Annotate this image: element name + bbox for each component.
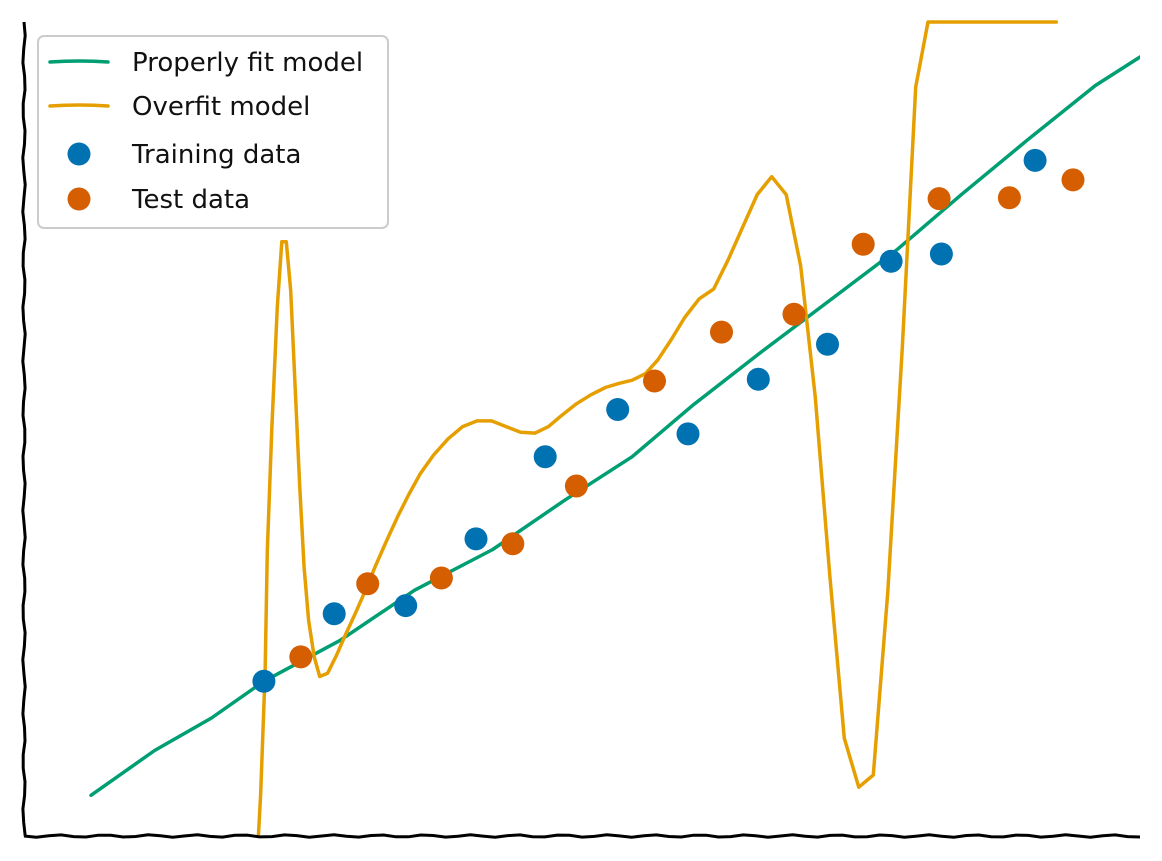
point-training-data <box>816 332 839 356</box>
point-test-data <box>927 187 951 211</box>
axes <box>21 21 1141 839</box>
y-axis-line <box>21 21 27 837</box>
point-test-data <box>1061 168 1085 192</box>
point-training-data <box>252 669 276 693</box>
point-training-data <box>929 242 953 266</box>
point-training-data <box>533 445 557 469</box>
point-training-data <box>746 367 770 391</box>
point-training-data <box>464 527 488 551</box>
plot-area <box>89 20 1140 838</box>
point-test-data <box>564 474 588 498</box>
legend-box <box>37 35 389 229</box>
legend-label-properly-fit-model: Properly fit model <box>132 48 363 78</box>
point-test-data <box>782 302 806 326</box>
series-line-overfit-model <box>256 20 1059 838</box>
legend-label-training-data: Training data <box>131 140 301 170</box>
point-test-data <box>851 232 875 256</box>
legend-label-test-data: Test data <box>131 185 250 215</box>
point-training-data <box>606 398 630 421</box>
legend-label-overfit-model: Overfit model <box>132 92 310 122</box>
point-training-data <box>676 422 700 446</box>
legend-swatch-overfit-model <box>48 103 110 108</box>
legend-swatch-training-data <box>67 142 91 166</box>
point-training-data <box>879 249 903 273</box>
series-line-properly-fit-model <box>89 55 1140 798</box>
point-test-data <box>710 320 733 344</box>
point-training-data <box>1023 148 1047 172</box>
legend-swatch-properly-fit-model <box>48 59 110 64</box>
legend-swatch-test-data <box>67 187 91 211</box>
point-test-data <box>429 566 453 590</box>
x-axis-line <box>23 833 1141 839</box>
point-test-data <box>356 572 380 596</box>
point-training-data <box>322 602 346 626</box>
point-test-data <box>997 186 1021 210</box>
point-test-data <box>643 369 666 393</box>
point-training-data <box>394 594 418 618</box>
point-test-data <box>289 645 313 669</box>
point-test-data <box>501 532 525 556</box>
legend: Properly fit model Overfit model Training … <box>37 35 389 229</box>
